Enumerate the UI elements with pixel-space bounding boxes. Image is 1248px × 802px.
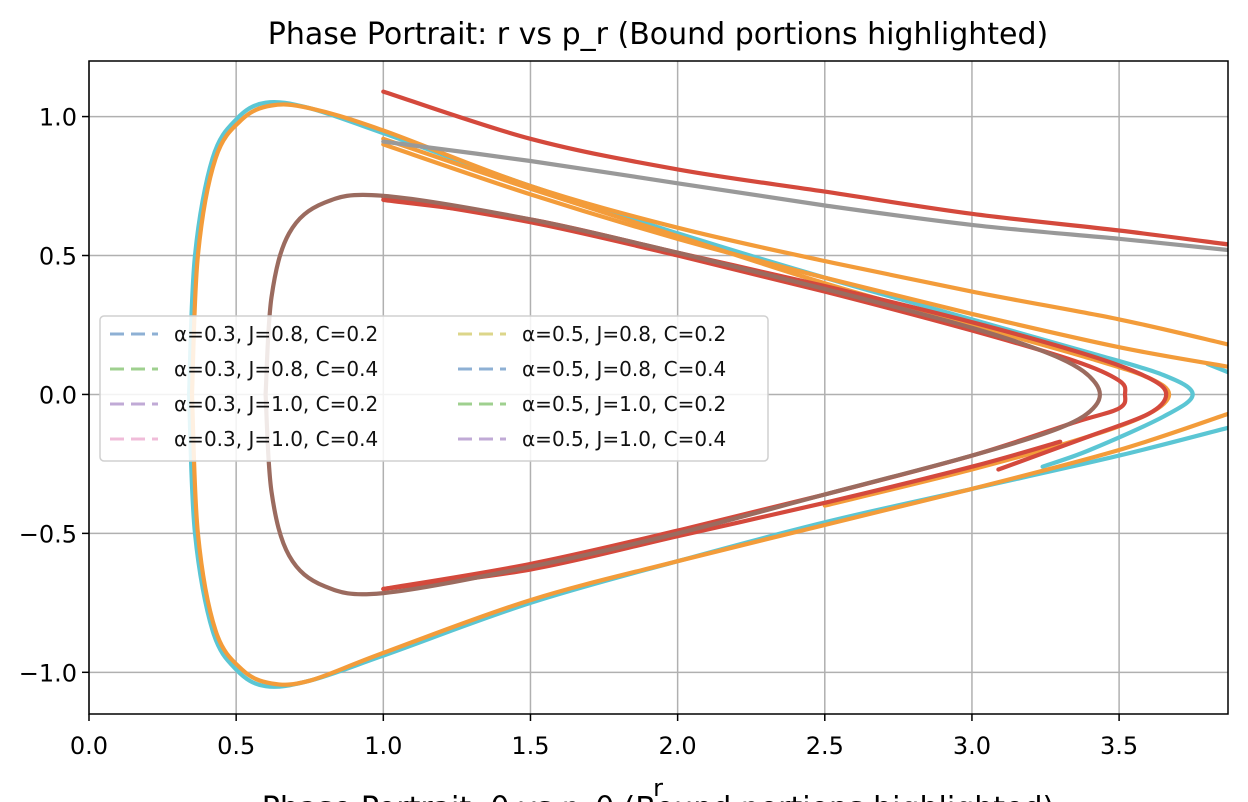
legend-label: α=0.3, J=1.0, C=0.4 — [174, 427, 378, 451]
y-tick-label: −0.5 — [19, 520, 77, 548]
chart-title: Phase Portrait: r vs p_r (Bound portions… — [268, 17, 1048, 52]
next-chart-title: Phase Portrait: θ vs p_θ (Bound portions… — [262, 791, 1055, 802]
legend-box — [99, 315, 769, 462]
x-tick-label: 0.5 — [217, 732, 255, 760]
legend-label: α=0.3, J=0.8, C=0.4 — [174, 357, 378, 381]
series-line-4 — [381, 136, 1172, 508]
y-tick-label: −1.0 — [19, 659, 77, 687]
series-line-0 — [187, 99, 1195, 469]
x-axis-label: r — [653, 774, 663, 802]
series-line-8 — [381, 89, 1228, 247]
x-tick-label: 2.0 — [659, 732, 697, 760]
x-tick-label: 3.0 — [953, 732, 991, 760]
series-layer — [187, 89, 1228, 689]
x-tick-label: 2.5 — [806, 732, 844, 760]
plot-frame — [88, 60, 1229, 715]
x-tick-label: 1.0 — [364, 732, 402, 760]
series-line-11 — [381, 195, 1128, 592]
y-tick-label: 1.0 — [39, 104, 77, 132]
series-line-7 — [381, 139, 1228, 253]
series-line-3 — [189, 102, 1228, 397]
y-tick-label: 0.5 — [39, 243, 77, 271]
x-tick-label: 0.0 — [70, 732, 108, 760]
legend-label: α=0.5, J=0.8, C=0.4 — [522, 357, 726, 381]
ticks: 0.0 0.5 1.0 1.5 2.0 2.5 3.0 3.5 −1.0 −0.5 0.0 0.5 1.… — [19, 104, 1138, 760]
legend-label: α=0.3, J=0.8, C=0.2 — [174, 322, 378, 346]
x-tick-label: 3.5 — [1100, 732, 1138, 760]
legend-label: α=0.5, J=1.0, C=0.2 — [522, 392, 726, 416]
series-line-5 — [381, 142, 1228, 369]
y-tick-label: 0.0 — [39, 381, 77, 409]
legend-label: α=0.3, J=1.0, C=0.2 — [174, 392, 378, 416]
series-line-6 — [189, 392, 1228, 687]
legend: α=0.3, J=0.8, C=0.2 α=0.3, J=0.8, C=0.4 α=… — [99, 315, 769, 462]
series-line-12 — [263, 192, 1103, 597]
legend-label: α=0.5, J=0.8, C=0.2 — [522, 322, 726, 346]
legend-label: α=0.5, J=1.0, C=0.4 — [522, 427, 726, 451]
x-tick-label: 1.5 — [511, 732, 549, 760]
